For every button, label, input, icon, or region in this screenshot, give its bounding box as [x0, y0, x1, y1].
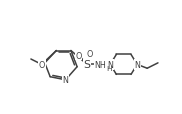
Text: O: O	[39, 60, 45, 69]
Text: H: H	[107, 66, 112, 72]
Text: NH: NH	[94, 60, 106, 69]
Text: N: N	[107, 60, 113, 69]
Text: O: O	[76, 51, 82, 60]
Text: N: N	[134, 60, 140, 69]
Text: O: O	[86, 50, 93, 59]
Text: S: S	[84, 60, 91, 70]
Text: N: N	[63, 76, 68, 85]
